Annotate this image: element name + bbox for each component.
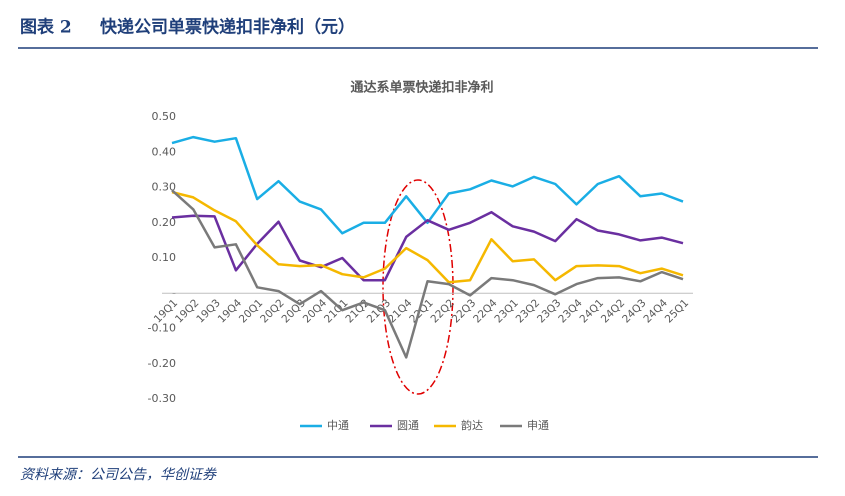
- y-tick-label: -0.10: [148, 322, 176, 335]
- y-tick-label: 0.30: [152, 181, 177, 194]
- y-tick-label: 0.10: [152, 251, 177, 264]
- x-tick-label: 25Q1: [663, 297, 692, 326]
- legend-label: 圆通: [397, 419, 419, 432]
- source: 资料来源：公司公告，华创证券: [20, 467, 217, 483]
- series-line: [171, 190, 684, 284]
- figure-title: 快递公司单票快递扣非净利（元）: [100, 17, 355, 38]
- legend-label: 申通: [527, 419, 549, 432]
- y-tick-label: 0.50: [152, 110, 177, 123]
- y-tick-label: 0.20: [152, 216, 177, 229]
- legend-label: 中通: [327, 419, 349, 432]
- y-tick-label: -0.20: [148, 357, 176, 370]
- chart-title: 通达系单票快递扣非净利: [350, 80, 493, 96]
- series-line: [171, 189, 684, 359]
- figure-label: 图表 2: [20, 17, 72, 38]
- series-line: [171, 135, 684, 235]
- y-tick-label: -0.30: [148, 392, 176, 405]
- y-tick-label: 0.40: [152, 145, 177, 158]
- legend-label: 韵达: [461, 418, 483, 432]
